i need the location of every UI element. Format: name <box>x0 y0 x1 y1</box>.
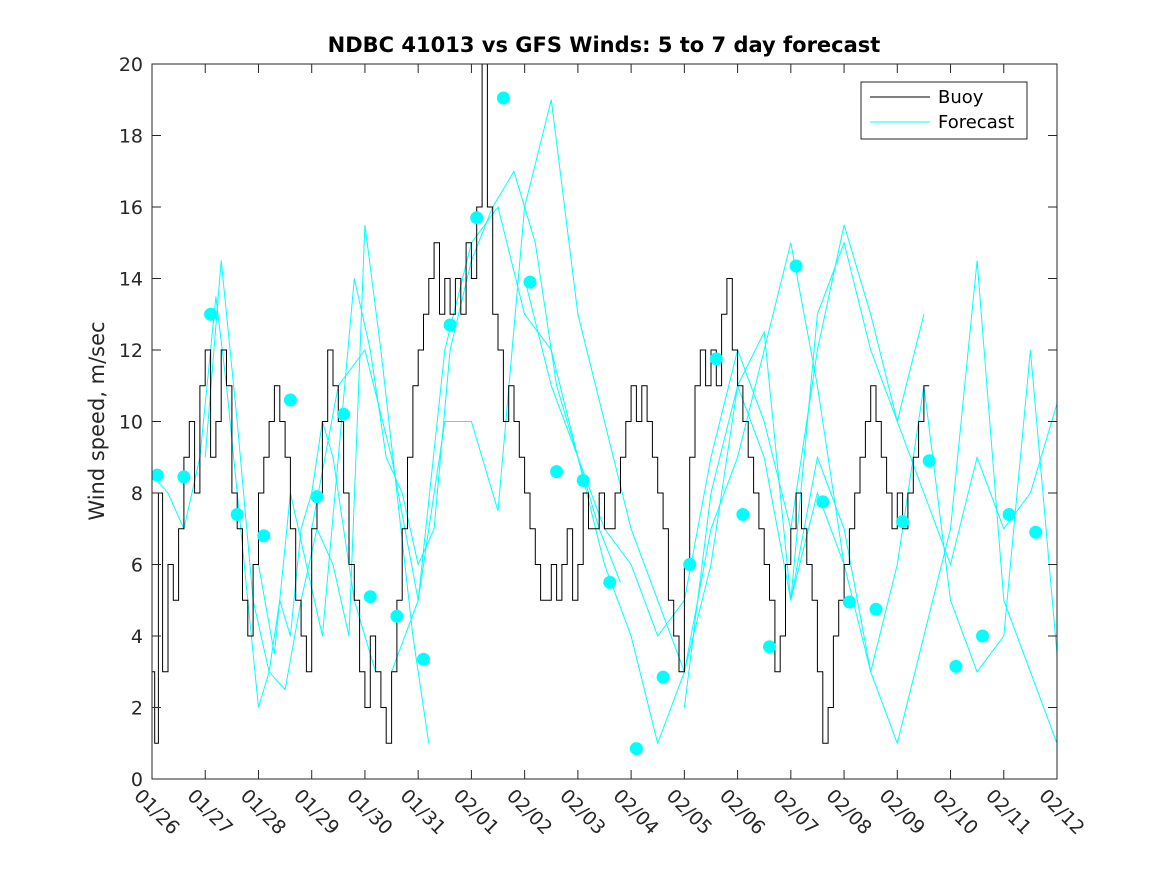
forecast-point <box>763 640 776 654</box>
forecast-point <box>922 454 936 468</box>
forecast-point <box>337 407 351 421</box>
forecast-point <box>496 91 510 105</box>
y-tick-label: 14 <box>119 269 143 291</box>
y-tick-label: 8 <box>131 483 143 505</box>
forecast-line-4 <box>311 99 845 674</box>
legend-buoy-label: Buoy <box>938 87 984 108</box>
forecast-point <box>949 659 963 673</box>
forecast-point <box>363 590 377 604</box>
forecast-point <box>283 393 297 407</box>
forecast-point <box>523 275 537 289</box>
forecast-point <box>470 211 484 225</box>
legend-forecast-label: Forecast <box>938 112 1014 133</box>
forecast-point <box>390 609 404 623</box>
forecast-point <box>842 595 856 609</box>
plot-area <box>152 64 1057 779</box>
forecast-point <box>736 508 750 521</box>
forecast-point <box>443 318 457 332</box>
forecast-point <box>656 670 670 684</box>
forecast-point <box>709 352 723 366</box>
y-axis-label: Wind speed, m/sec <box>85 321 109 520</box>
legend: Buoy Forecast <box>860 81 1028 140</box>
forecast-point <box>869 602 883 616</box>
forecast-point <box>789 259 803 273</box>
forecast-point <box>576 474 590 487</box>
forecast-line-1 <box>152 296 377 708</box>
y-tick-label: 4 <box>131 626 143 648</box>
forecast-point <box>816 495 830 509</box>
forecast-point <box>417 652 430 666</box>
forecast-point <box>177 470 191 484</box>
plot-series <box>152 64 1057 756</box>
y-tick-label: 12 <box>119 340 143 362</box>
forecast-point <box>257 529 271 543</box>
forecast-point <box>976 629 989 643</box>
forecast-point <box>550 465 564 479</box>
forecast-point <box>230 508 244 521</box>
y-tick-label: 0 <box>131 769 143 791</box>
forecast-point <box>1029 525 1043 539</box>
chart-title: NDBC 41013 vs GFS Winds: 5 to 7 day fore… <box>328 33 881 57</box>
forecast-point <box>603 575 617 589</box>
forecast-point <box>1002 508 1016 521</box>
forecast-point <box>204 307 218 321</box>
y-tick-label: 6 <box>131 555 143 577</box>
y-tick-label: 2 <box>131 698 143 720</box>
y-tick-label: 18 <box>119 126 143 148</box>
y-tick-label: 10 <box>119 412 143 434</box>
forecast-point <box>683 558 697 571</box>
forecast-point <box>896 515 910 529</box>
y-tick-label: 20 <box>119 54 143 76</box>
legend-box <box>860 81 1028 140</box>
forecast-point <box>629 742 643 756</box>
forecast-point <box>310 490 324 504</box>
forecast-point <box>152 468 164 482</box>
y-tick-label: 16 <box>119 197 143 219</box>
buoy-line <box>152 64 930 744</box>
